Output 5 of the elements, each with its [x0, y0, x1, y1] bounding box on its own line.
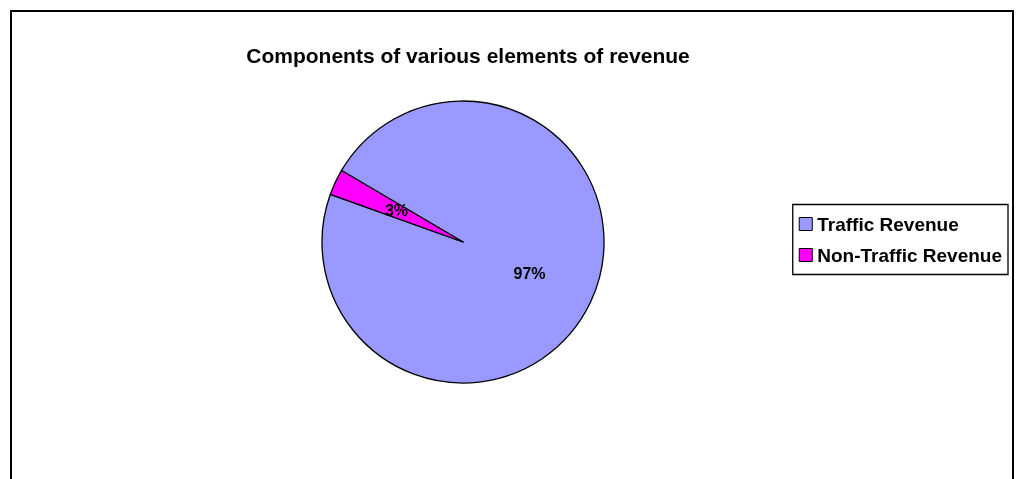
data-label: 3%: [384, 202, 408, 220]
data-label: 97%: [513, 264, 546, 282]
legend-label: Non-Traffic Revenue: [817, 244, 1003, 266]
chart-title: Components of various elements of revenue: [246, 44, 690, 67]
legend-label: Traffic Revenue: [817, 213, 959, 235]
